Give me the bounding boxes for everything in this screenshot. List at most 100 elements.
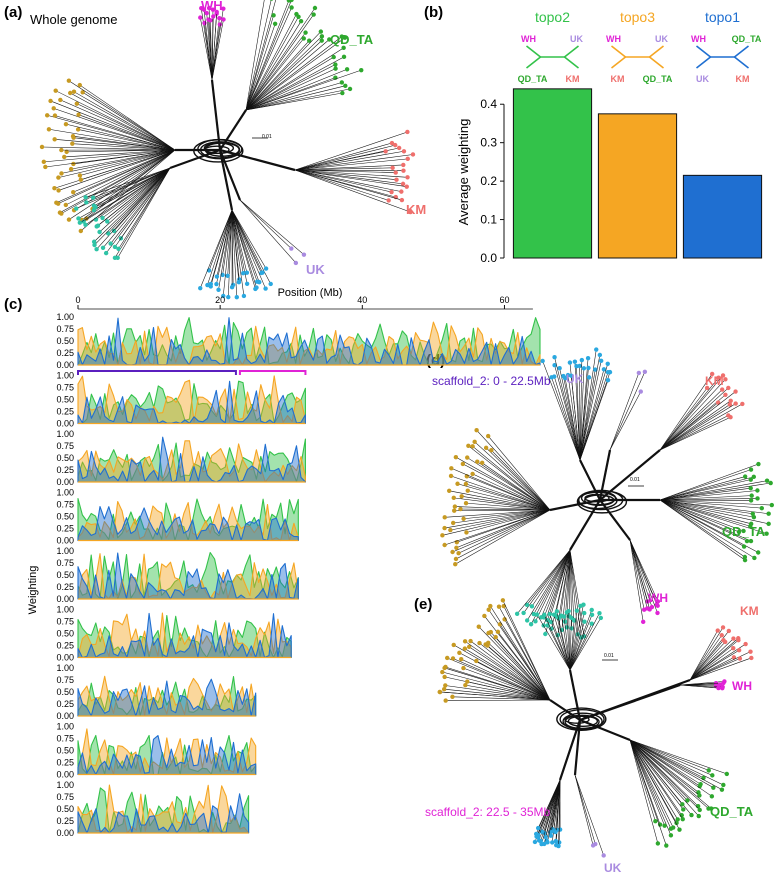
tree-tip — [465, 455, 469, 459]
y-tick-label: 0.75 — [56, 441, 74, 451]
tree-tip — [456, 551, 460, 555]
tree-tip — [606, 378, 610, 382]
tree-tip — [264, 266, 268, 270]
bar-topo1 — [683, 175, 761, 258]
tree-tip — [454, 546, 458, 550]
tree-tip — [755, 488, 759, 492]
tree-tip — [606, 362, 610, 366]
tree-branch — [469, 647, 550, 700]
y-tick-label: 1.00 — [56, 312, 74, 322]
tree-tip — [555, 609, 559, 613]
topology-edge — [527, 46, 541, 57]
tree-branch — [473, 446, 550, 510]
tree-tip — [40, 145, 44, 149]
tree-tip — [442, 543, 446, 547]
tree-tip — [464, 501, 468, 505]
tree-tip — [390, 166, 394, 170]
tree-branch — [660, 404, 736, 450]
tree-tip — [459, 657, 463, 661]
network-tree-scaffold-2-part-2 — [430, 600, 770, 870]
tree-tip — [548, 612, 552, 616]
tree-tip — [550, 840, 554, 844]
tree-branch — [232, 210, 266, 289]
tree-tip — [399, 189, 403, 193]
bar-topo2 — [513, 89, 591, 258]
tree-tip — [450, 695, 454, 699]
area-topo3 — [78, 376, 305, 424]
tree-branch — [575, 775, 604, 855]
tree-tip — [69, 167, 73, 171]
tree-tip — [400, 198, 404, 202]
topology-leaf-label: WH — [691, 34, 706, 44]
tree-tip — [106, 231, 110, 235]
tree-tip — [681, 807, 685, 811]
tree-tip — [461, 666, 465, 670]
tree-branch — [498, 632, 550, 700]
tree-tip — [599, 616, 603, 620]
tree-tip — [720, 686, 724, 690]
tree-branch — [532, 550, 570, 606]
tree-tip — [637, 371, 641, 375]
tree-tip — [79, 178, 83, 182]
tree-tip — [443, 515, 447, 519]
tree-branch — [459, 510, 550, 553]
tree-tip — [731, 636, 735, 640]
tree-branch — [630, 740, 727, 774]
tree-tip — [756, 462, 760, 466]
tree-tip — [464, 530, 468, 534]
x-tick-label: 40 — [357, 295, 367, 305]
topology-leaf-label: QD_TA — [518, 74, 548, 84]
topology-edge — [612, 46, 626, 57]
tree-tip — [594, 347, 598, 351]
tree-tip — [56, 188, 60, 192]
tree-tip — [697, 814, 701, 818]
x-tick-label: 20 — [215, 295, 225, 305]
y-tick-label: 0.25 — [56, 699, 74, 709]
y-tick-label: 0.50 — [56, 336, 74, 346]
tree-tip — [43, 165, 47, 169]
tree-tip — [486, 434, 490, 438]
tree-tip — [440, 670, 444, 674]
tree-branch — [295, 151, 386, 170]
tree-tip — [696, 804, 700, 808]
tree-tip — [67, 217, 71, 221]
tree-branch — [246, 48, 344, 110]
tree-branch — [246, 24, 275, 110]
tree-branch — [630, 740, 699, 795]
tree-tip — [749, 477, 753, 481]
tree-tip — [557, 366, 561, 370]
y-tick-label: 0.25 — [56, 816, 74, 826]
topology-edge — [650, 46, 664, 57]
tree-branch — [660, 378, 719, 450]
tree-branch — [295, 154, 413, 170]
tree-branch — [246, 39, 329, 110]
tree-tip — [760, 506, 764, 510]
y-tick-label: 0.2 — [480, 174, 497, 188]
tree-tip — [533, 840, 537, 844]
tree-tip — [720, 633, 724, 637]
tree-tip — [348, 87, 352, 91]
tree-tip — [452, 643, 456, 647]
tree-tip — [728, 415, 732, 419]
tree-tip — [566, 609, 570, 613]
y-tick-label: 0.50 — [56, 453, 74, 463]
label-km-e: KM — [740, 604, 759, 618]
tree-tip — [711, 785, 715, 789]
tree-tip — [53, 88, 57, 92]
tree-tip — [54, 200, 58, 204]
tree-tip — [475, 460, 479, 464]
tree-tip — [591, 843, 595, 847]
tree-tip — [92, 240, 96, 244]
tree-tip — [497, 604, 501, 608]
tree-tip — [470, 444, 474, 448]
tree-branch — [610, 372, 645, 450]
topology-leaf-label: QD_TA — [732, 34, 762, 44]
y-tick-label: 1.00 — [56, 371, 74, 381]
y-tick-label: 0.25 — [56, 407, 74, 417]
tree-tip — [752, 515, 756, 519]
tree-tip — [766, 522, 770, 526]
tree-branch — [477, 462, 550, 510]
tree-branch — [660, 417, 731, 450]
tree-branch — [246, 8, 315, 110]
tree-tip — [731, 646, 735, 650]
